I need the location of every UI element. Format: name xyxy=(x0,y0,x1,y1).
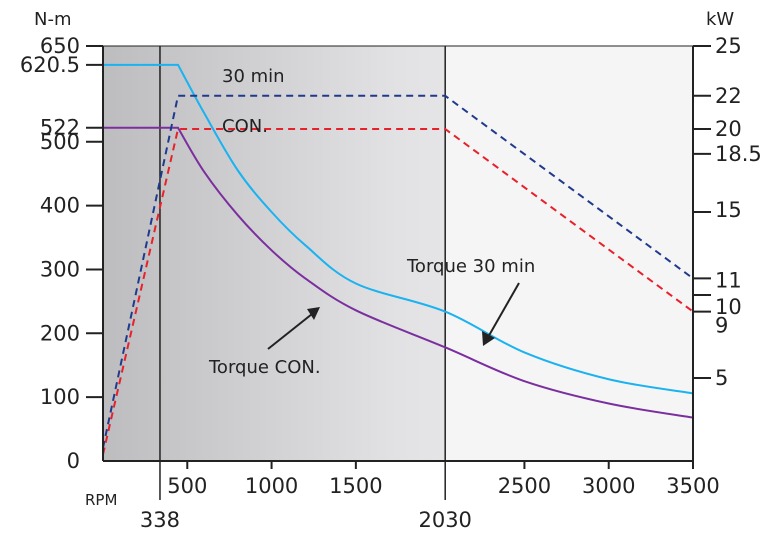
right-tick-label: 9 xyxy=(715,314,728,338)
left-tick-label: 200 xyxy=(40,321,80,345)
left-axis-unit: N-m xyxy=(34,9,72,30)
series-line-torque-30-min xyxy=(103,63,694,395)
arrow-torque-con-shaft xyxy=(267,313,313,350)
left-tick-label: 400 xyxy=(40,194,80,218)
arrow-torque-30-min-head xyxy=(482,331,495,346)
right-tick-label: 20 xyxy=(715,117,742,141)
left-tick-label: 650 xyxy=(40,34,80,58)
right-tick-label: 15 xyxy=(715,198,742,222)
label-torque-con: Torque CON. xyxy=(208,357,321,378)
left-tick-label: 522 xyxy=(40,116,80,140)
series-line-torque-con xyxy=(103,126,694,419)
left-tick-label: 0 xyxy=(67,449,80,473)
right-tick-label: 11 xyxy=(715,268,742,292)
right-tick-label: 25 xyxy=(715,34,742,58)
arrow-torque-30-min-shaft xyxy=(486,282,520,340)
series-line-30-min xyxy=(102,94,694,448)
arrow-torque-con-head xyxy=(307,307,320,320)
right-axis-unit: kW xyxy=(706,9,734,30)
left-tick-label: 300 xyxy=(40,257,80,281)
plot-background-right xyxy=(445,46,693,461)
x-tick-label: 3000 xyxy=(582,474,635,498)
left-tick-label: 500 xyxy=(40,130,80,154)
x-tick-label: 1500 xyxy=(329,474,382,498)
x-marker-label: 338 xyxy=(140,508,180,532)
x-tick-label: 2500 xyxy=(498,474,551,498)
label-torque-30-min: Torque 30 min xyxy=(406,256,535,277)
right-tick-label: 5 xyxy=(715,366,728,390)
right-tick-label: 10 xyxy=(715,295,742,319)
x-tick-label: 500 xyxy=(167,474,207,498)
left-tick-label: 100 xyxy=(40,385,80,409)
left-tick-label: 620.5 xyxy=(20,53,80,77)
x-tick-label: 3500 xyxy=(666,474,719,498)
x-axis-unit: RPM xyxy=(85,491,117,509)
x-tick-label: 1000 xyxy=(245,474,298,498)
x-marker-label: 2030 xyxy=(418,508,471,532)
right-tick-label: 18.5 xyxy=(715,142,762,166)
right-tick-label: 22 xyxy=(715,84,742,108)
label-con: CON. xyxy=(222,116,268,137)
label-30-min: 30 min xyxy=(222,66,285,87)
